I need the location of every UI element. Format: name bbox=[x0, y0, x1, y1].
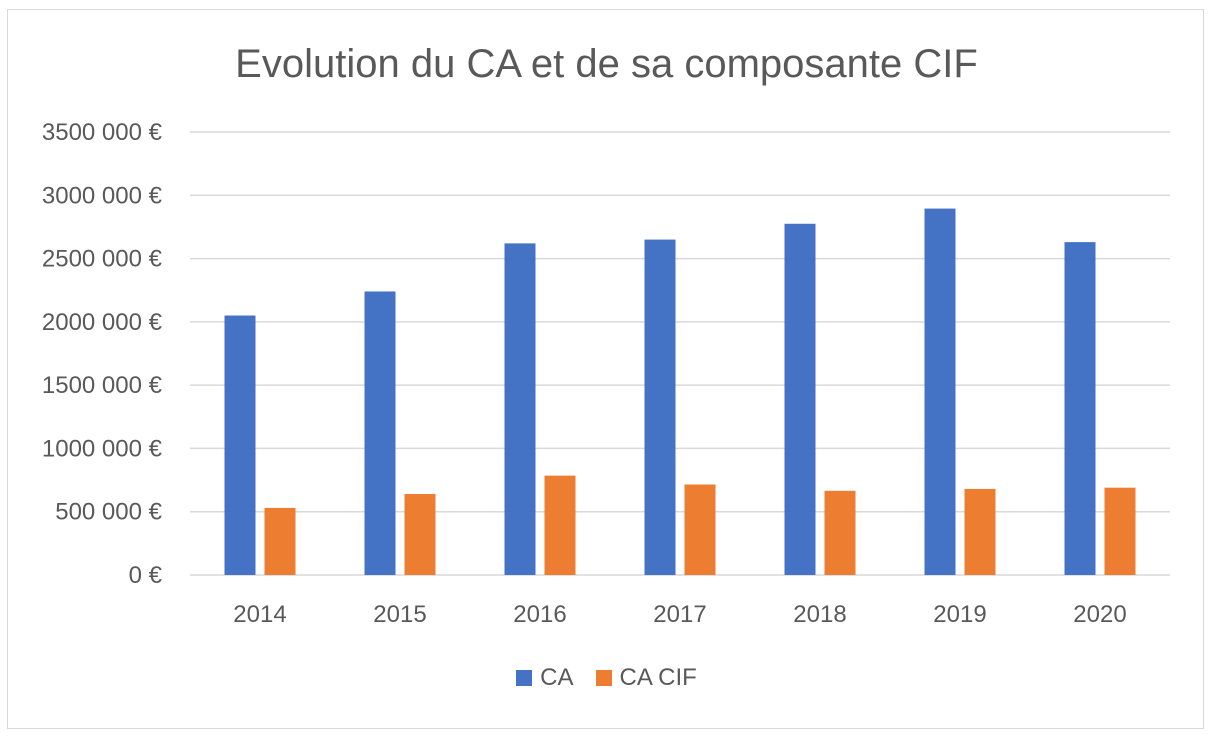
x-tick-label: 2017 bbox=[653, 601, 706, 628]
chart-title: Evolution du CA et de sa composante CIF bbox=[235, 42, 978, 86]
bar-ca-2018 bbox=[784, 223, 816, 575]
x-tick-label: 2014 bbox=[233, 601, 286, 628]
bar-ca-2017 bbox=[644, 239, 676, 576]
x-tick-label: 2016 bbox=[513, 601, 566, 628]
bar-ca-2014 bbox=[224, 315, 256, 575]
bar-ca-cif-2017 bbox=[684, 484, 716, 575]
legend-item-ca: CA bbox=[516, 664, 574, 692]
legend-swatch-ca bbox=[516, 670, 533, 686]
bar-ca-2016 bbox=[504, 243, 536, 575]
x-tick-label: 2019 bbox=[933, 601, 986, 628]
y-axis-tick-labels: 0 € 500 000 € 1000 000 € 1500 000 € 2000 000… bbox=[42, 119, 163, 589]
y-tick-label: 500 000 € bbox=[55, 499, 162, 526]
y-tick-label: 3000 000 € bbox=[42, 182, 163, 209]
bar-ca-2020 bbox=[1064, 242, 1096, 576]
bars bbox=[224, 208, 1136, 576]
legend-item-ca-cif: CA CIF bbox=[595, 664, 697, 692]
y-tick-label: 2500 000 € bbox=[42, 246, 163, 273]
bar-ca-2019 bbox=[924, 208, 956, 575]
legend-swatch-ca-cif bbox=[595, 670, 612, 686]
legend-label-ca: CA bbox=[540, 664, 574, 691]
y-tick-label: 3500 000 € bbox=[42, 119, 163, 146]
x-tick-label: 2015 bbox=[373, 601, 426, 628]
bar-ca-2015 bbox=[364, 291, 396, 575]
y-tick-label: 1000 000 € bbox=[42, 435, 163, 462]
bar-ca-cif-2020 bbox=[1104, 487, 1136, 575]
legend-label-ca-cif: CA CIF bbox=[619, 664, 697, 691]
bar-ca-cif-2015 bbox=[404, 493, 436, 575]
y-tick-label: 0 € bbox=[129, 562, 163, 589]
y-tick-label: 1500 000 € bbox=[42, 372, 163, 399]
bar-ca-cif-2018 bbox=[824, 490, 856, 575]
x-tick-label: 2020 bbox=[1073, 601, 1126, 628]
gridlines bbox=[190, 131, 1170, 576]
chart-legend: CA CA CIF bbox=[0, 664, 1213, 692]
chart-frame bbox=[7, 9, 1204, 729]
bar-ca-cif-2016 bbox=[544, 475, 576, 575]
bar-ca-cif-2019 bbox=[964, 488, 996, 575]
x-tick-label: 2018 bbox=[793, 601, 846, 628]
y-tick-label: 2000 000 € bbox=[42, 309, 163, 336]
x-axis-tick-labels: 2014 2015 2016 2017 2018 2019 2020 bbox=[233, 601, 1126, 628]
bar-ca-cif-2014 bbox=[264, 507, 296, 575]
